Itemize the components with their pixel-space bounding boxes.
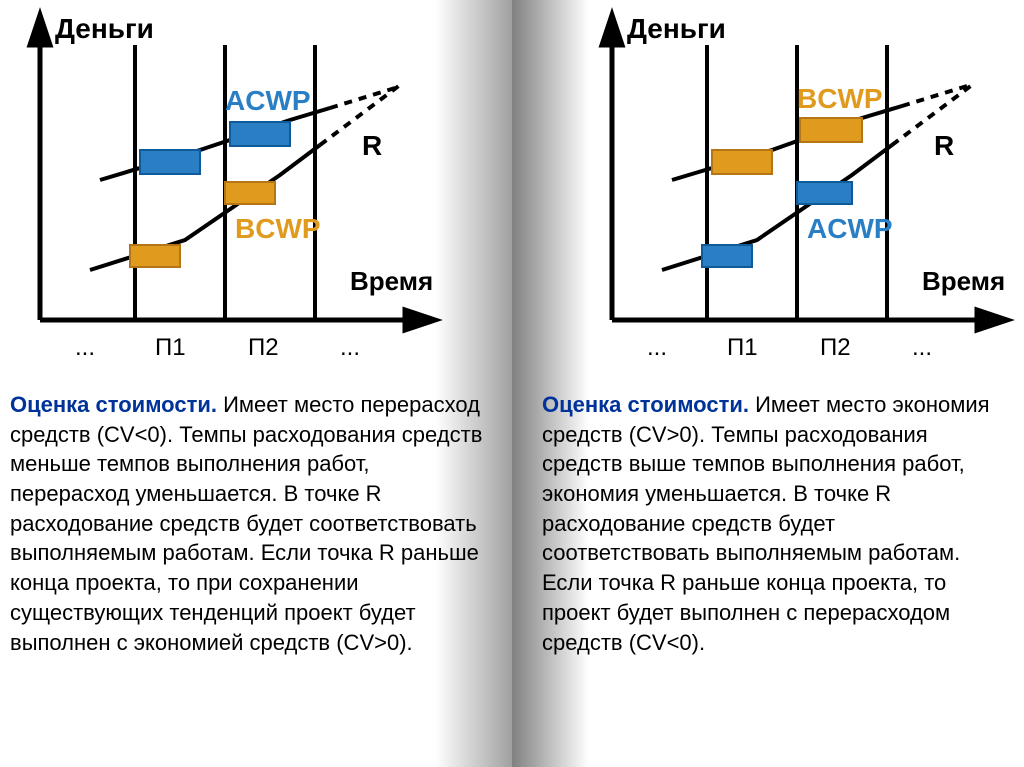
- y-axis-label: Деньги: [55, 13, 154, 44]
- bcwp-label: BCWP: [797, 83, 883, 114]
- xtick-1: П1: [727, 334, 758, 361]
- x-axis-label: Время: [922, 266, 1005, 296]
- y-axis-label: Деньги: [627, 13, 726, 44]
- panel-left: Деньги Время ACWP BCWP R ... П1 П2 ... О…: [0, 0, 512, 767]
- r-label: R: [934, 130, 954, 161]
- r-label: R: [362, 130, 382, 161]
- text-right-body: Имеет место экономия средств (CV>0). Тем…: [542, 392, 990, 655]
- text-right: Оценка стоимости. Имеет место экономия с…: [512, 380, 1024, 667]
- acwp-label: ACWP: [225, 85, 311, 116]
- text-left-body: Имеет место перерасход средств (CV<0). Т…: [10, 392, 482, 655]
- xtick-1: П1: [155, 334, 186, 361]
- xtick-3: ...: [912, 334, 932, 361]
- xtick-3: ...: [340, 334, 360, 361]
- bcwp-label: BCWP: [235, 213, 321, 244]
- panel-right: Деньги Время BCWP ACWP R ... П1 П2 ... О…: [512, 0, 1024, 767]
- text-left-title: Оценка стоимости.: [10, 392, 217, 417]
- x-axis-label: Время: [350, 266, 433, 296]
- text-right-title: Оценка стоимости.: [542, 392, 749, 417]
- text-left: Оценка стоимости. Имеет место перерасход…: [0, 380, 512, 667]
- main-container: Деньги Время ACWP BCWP R ... П1 П2 ... О…: [0, 0, 1024, 767]
- chart-left: Деньги Время ACWP BCWP R ... П1 П2 ...: [0, 0, 512, 380]
- chart-right: Деньги Время BCWP ACWP R ... П1 П2 ...: [512, 0, 1024, 380]
- acwp-label: ACWP: [807, 213, 893, 244]
- xtick-2: П2: [248, 334, 279, 361]
- xtick-2: П2: [820, 334, 851, 361]
- xtick-0: ...: [75, 334, 95, 361]
- xtick-0: ...: [647, 334, 667, 361]
